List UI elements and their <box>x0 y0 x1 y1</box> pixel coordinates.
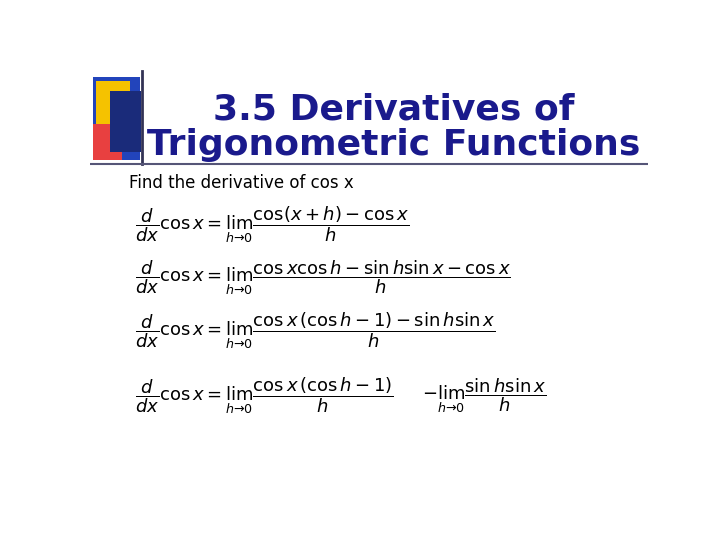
Bar <box>93 77 140 160</box>
Text: $\dfrac{d}{dx}\cos x = \lim_{h \to 0}\dfrac{\cos x\,(\cos h - 1)}{h}$: $\dfrac{d}{dx}\cos x = \lim_{h \to 0}\df… <box>135 375 393 416</box>
Text: Find the derivative of cos x: Find the derivative of cos x <box>129 174 354 192</box>
Text: $\dfrac{d}{dx}\cos x = \lim_{h \to 0}\dfrac{\cos(x+h)-\cos x}{h}$: $\dfrac{d}{dx}\cos x = \lim_{h \to 0}\df… <box>135 205 409 245</box>
Bar <box>110 91 141 152</box>
Text: $\dfrac{d}{dx}\cos x = \lim_{h \to 0}\dfrac{\cos x\,(\cos h - 1) - \sin h\sin x}: $\dfrac{d}{dx}\cos x = \lim_{h \to 0}\df… <box>135 310 495 352</box>
Text: $\dfrac{d}{dx}\cos x = \lim_{h \to 0}\dfrac{\cos x\cos h - \sin h\sin x - \cos x: $\dfrac{d}{dx}\cos x = \lim_{h \to 0}\df… <box>135 258 510 297</box>
Text: 3.5 Derivatives of: 3.5 Derivatives of <box>213 92 575 126</box>
Text: Trigonometric Functions: Trigonometric Functions <box>148 127 641 161</box>
Bar <box>96 82 130 129</box>
Bar <box>93 124 122 160</box>
Text: $-\lim_{h \to 0}\dfrac{\sin h\sin x}{h}$: $-\lim_{h \to 0}\dfrac{\sin h\sin x}{h}$ <box>422 376 546 415</box>
